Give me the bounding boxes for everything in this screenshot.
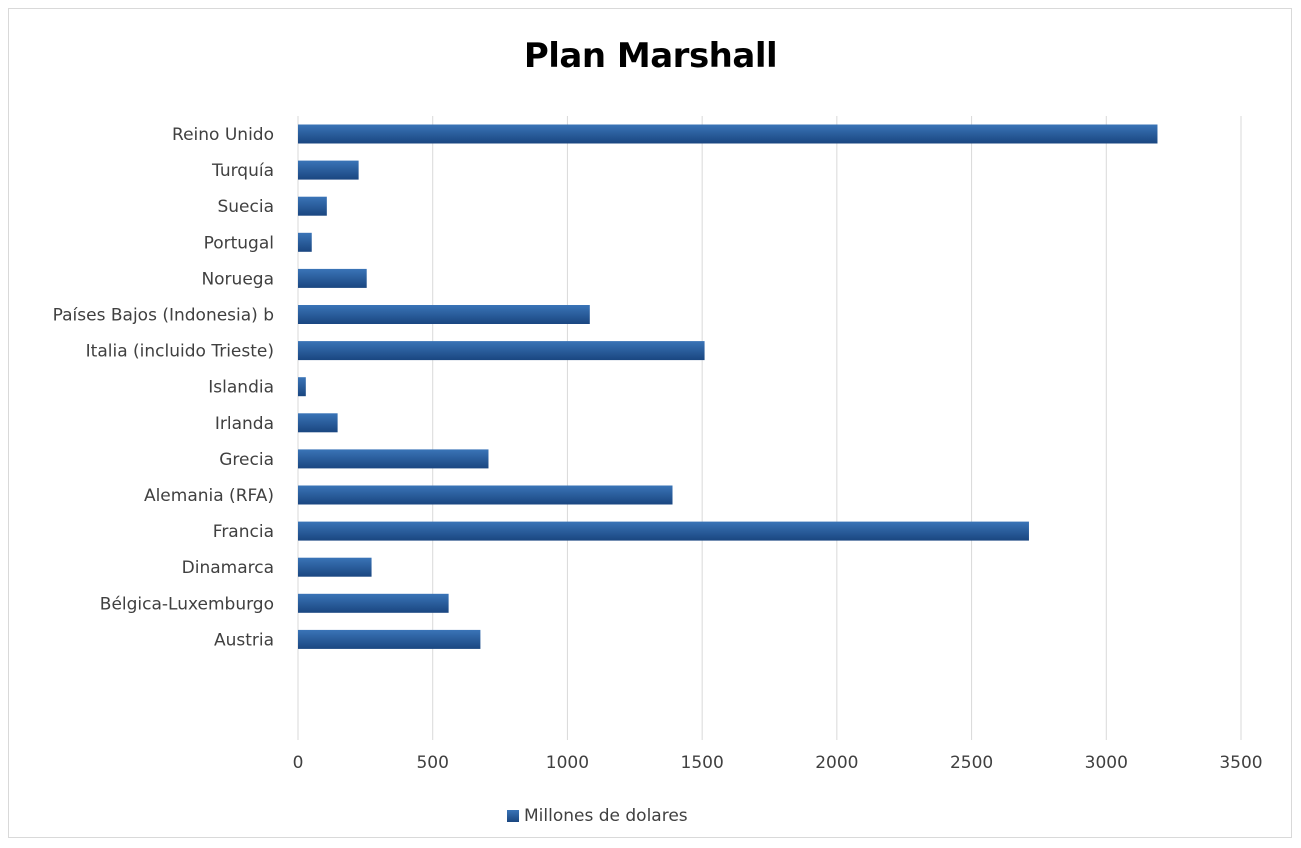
- category-label: Grecia: [219, 450, 274, 470]
- bar-italia-incluido-trieste: [298, 341, 705, 361]
- category-label: Bélgica-Luxemburgo: [100, 594, 274, 614]
- category-label: Islandia: [208, 378, 274, 398]
- bar-islandia: [298, 377, 306, 397]
- x-tick-label: 1000: [546, 753, 589, 773]
- category-label: Francia: [213, 522, 274, 542]
- x-tick-label: 3000: [1085, 753, 1128, 773]
- bar-reino-unido: [298, 124, 1158, 144]
- category-label: Suecia: [217, 197, 274, 217]
- bar-austria: [298, 629, 481, 649]
- category-label: Italia (incluido Trieste): [86, 342, 274, 362]
- x-tick-label: 1500: [681, 753, 724, 773]
- category-label: Alemania (RFA): [144, 486, 274, 506]
- chart-title: Plan Marshall: [523, 36, 778, 76]
- category-label: Turquía: [211, 161, 274, 181]
- category-label: Países Bajos (Indonesia) b: [53, 306, 274, 326]
- category-label: Irlanda: [215, 414, 274, 434]
- legend-label: Millones de dolares: [524, 806, 688, 826]
- legend: Millones de dolares: [507, 806, 688, 826]
- x-tick-label: 2000: [815, 753, 858, 773]
- x-tick-label: 3500: [1219, 753, 1262, 773]
- gridlines: [297, 116, 1242, 740]
- category-label: Noruega: [201, 269, 274, 289]
- bar-suecia: [298, 196, 327, 216]
- bar-turqu-a: [298, 160, 359, 180]
- category-label: Austria: [214, 630, 274, 650]
- bar-noruega: [298, 268, 367, 288]
- bars: [298, 124, 1158, 649]
- bar-b-lgica-luxemburgo: [298, 593, 449, 613]
- category-label: Dinamarca: [182, 558, 274, 578]
- x-tick-label: 0: [293, 753, 304, 773]
- x-tick-label: 500: [416, 753, 448, 773]
- bar-francia: [298, 521, 1029, 541]
- bar-grecia: [298, 449, 489, 469]
- category-labels: Austria Bélgica-Luxemburgo Dinamarca Franci…: [53, 125, 274, 650]
- bar-irlanda: [298, 413, 338, 433]
- bar-dinamarca: [298, 557, 372, 577]
- x-tick-label: 2500: [950, 753, 993, 773]
- category-label: Reino Unido: [172, 125, 274, 145]
- bar-pa-ses-bajos-indonesia-b: [298, 305, 590, 324]
- bar-portugal: [298, 232, 312, 252]
- x-tick-labels: 0 500 1000 1500 2000 2500 3000 3500: [293, 753, 1263, 773]
- chart-frame: [8, 8, 1292, 838]
- category-label: Portugal: [204, 233, 274, 253]
- legend-swatch: [507, 810, 519, 822]
- bar-alemania-rfa: [298, 485, 673, 505]
